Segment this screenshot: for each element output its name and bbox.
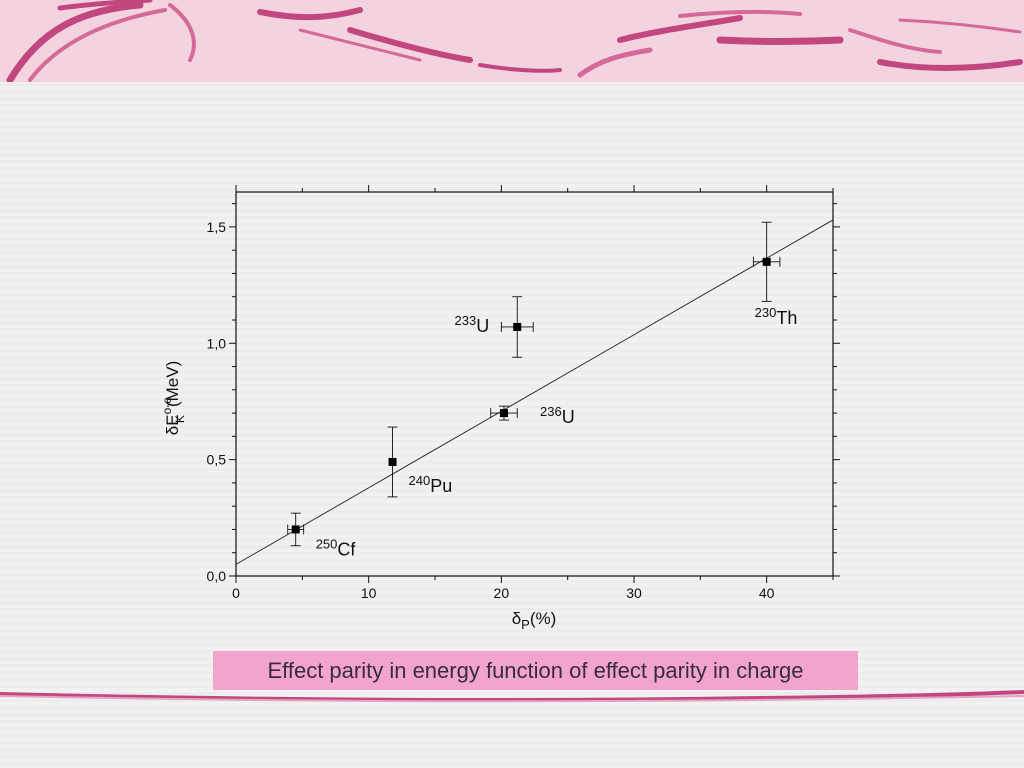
point-label: 233U [455, 313, 490, 336]
x-tick-label: 40 [759, 585, 775, 601]
decorative-banner [0, 0, 1024, 82]
point-label: 250Cf [316, 536, 357, 559]
point-marker [388, 457, 397, 466]
data-point-3 [500, 296, 534, 358]
data-point-2 [490, 405, 518, 421]
y-axis-label: δEo-eK(MeV) [160, 361, 187, 435]
point-label: 230Th [755, 305, 798, 328]
point-label: 240Pu [409, 473, 453, 496]
data-point-4 [752, 221, 781, 302]
fit-line [235, 219, 834, 565]
y-tick-label: 0,0 [207, 568, 227, 584]
slide-caption: Effect parity in energy function of effe… [213, 651, 858, 690]
axis-ticks [229, 185, 840, 583]
y-tick-labels: 0,0 0,5 1,0 1,5 [207, 219, 227, 584]
x-tick-label: 10 [361, 585, 377, 601]
point-marker [513, 322, 522, 331]
point-marker [762, 257, 771, 266]
point-labels: 250Cf 240Pu 236U 233U 230Th [316, 305, 798, 560]
data-point-1 [387, 426, 398, 498]
x-tick-label: 0 [232, 585, 240, 601]
data-points [287, 221, 781, 547]
x-axis-label: δP(%) [512, 609, 557, 632]
x-tick-label: 30 [626, 585, 642, 601]
fit-line-path [235, 219, 834, 565]
y-tick-label: 1,0 [207, 335, 227, 351]
point-marker [499, 409, 508, 418]
point-label: 236U [540, 404, 575, 427]
data-point-0 [287, 512, 305, 547]
point-marker [291, 525, 300, 534]
y-tick-label: 1,5 [207, 219, 227, 235]
banner-swirls [6, 0, 1023, 82]
decorative-bottom-band [0, 690, 1024, 703]
x-tick-label: 20 [494, 585, 510, 601]
chart-frame [235, 191, 834, 577]
y-tick-label: 0,5 [207, 452, 227, 468]
x-tick-labels: 0 10 20 30 40 [232, 585, 775, 601]
